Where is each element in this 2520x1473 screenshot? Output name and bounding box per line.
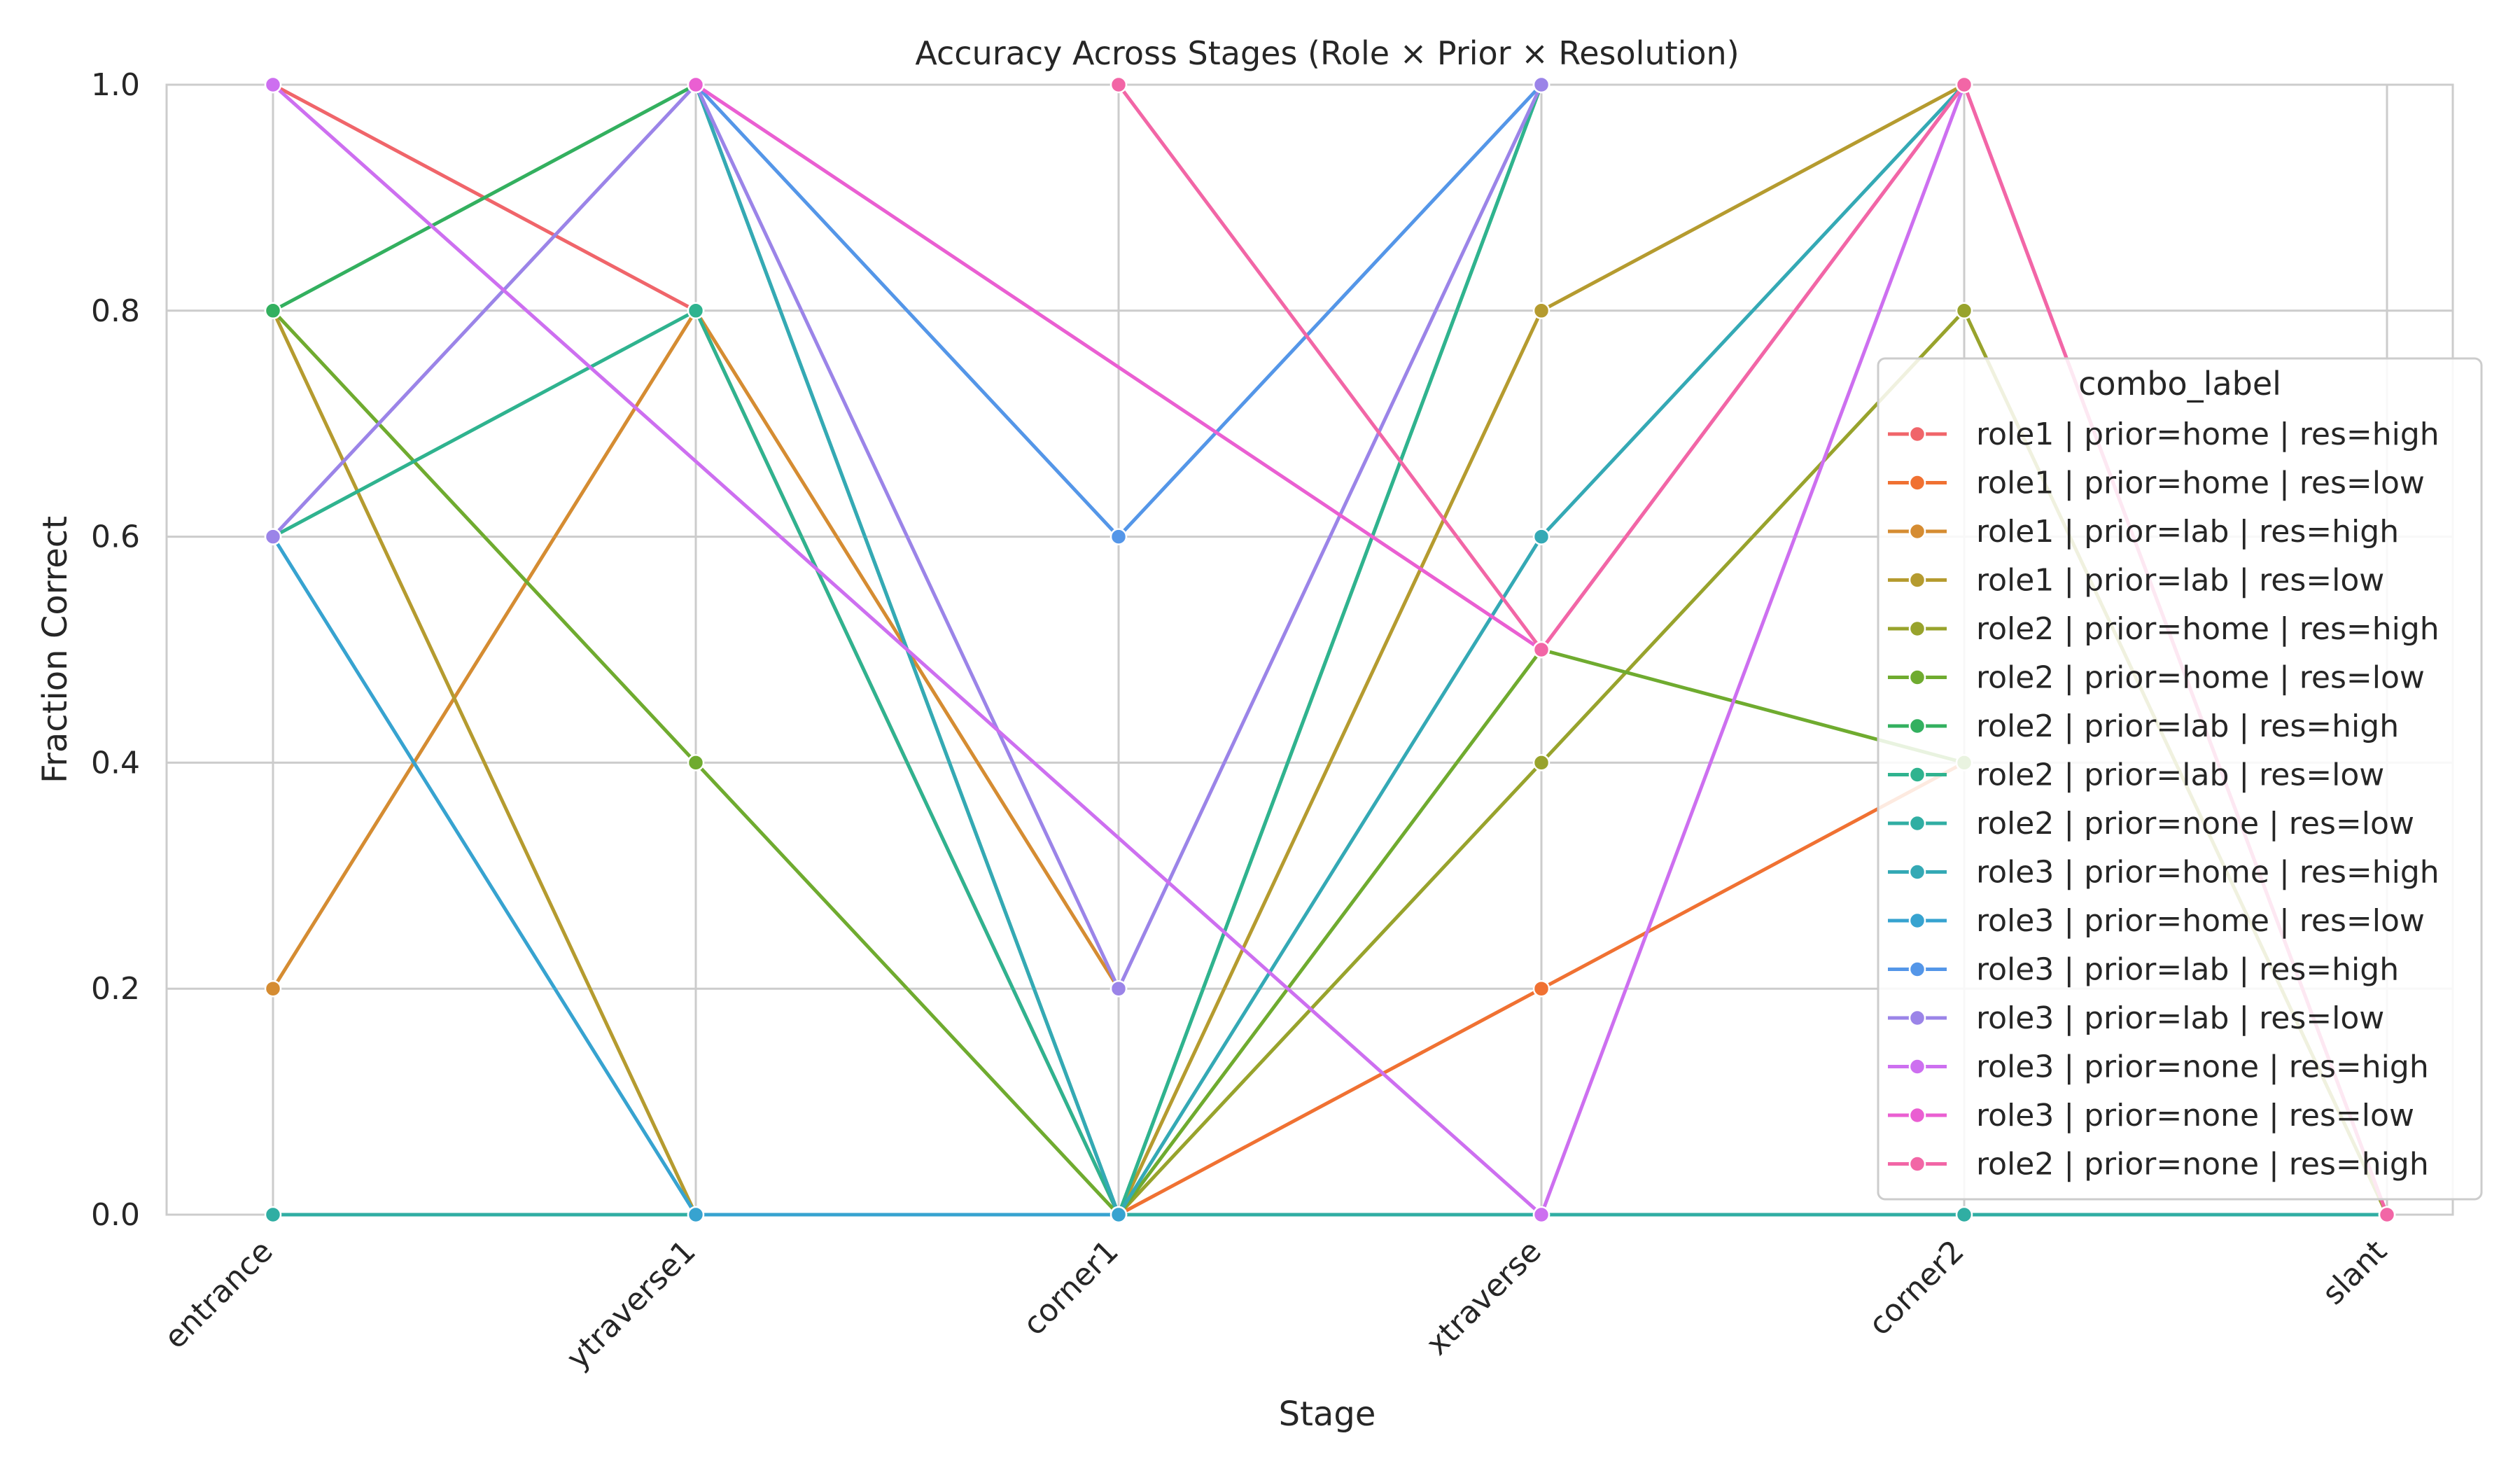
legend-swatch-marker	[1908, 1155, 1926, 1173]
legend: combo_label role1 | prior=home | res=hig…	[1877, 357, 2483, 1201]
data-point	[264, 979, 282, 998]
data-point	[687, 1206, 705, 1224]
data-point	[1110, 979, 1128, 998]
legend-item: role3 | prior=home | res=low	[1888, 903, 2425, 939]
legend-item: role3 | prior=none | res=low	[1888, 1098, 2414, 1133]
chart-title: Accuracy Across Stages (Role × Prior × R…	[915, 34, 1739, 72]
legend-label: role3 | prior=lab | res=high	[1976, 952, 2399, 988]
legend-label: role3 | prior=home | res=low	[1976, 903, 2425, 939]
legend-item: role3 | prior=home | res=high	[1888, 855, 2440, 891]
legend-item: role3 | prior=lab | res=high	[1888, 952, 2399, 988]
legend-swatch-marker	[1908, 912, 1926, 930]
data-point	[1532, 528, 1550, 545]
legend-swatch-marker	[1908, 474, 1926, 491]
y-tick-label: 0.6	[91, 519, 140, 555]
legend-swatch-marker	[1908, 522, 1926, 540]
legend-label: role1 | prior=lab | res=high	[1976, 514, 2399, 550]
data-point	[1110, 1206, 1128, 1224]
legend-title: combo_label	[2078, 365, 2281, 403]
series-line	[272, 84, 1544, 1217]
data-point	[1955, 302, 1973, 320]
legend-swatch-marker	[1908, 863, 1926, 881]
data-point	[264, 76, 282, 94]
legend-label: role1 | prior=home | res=high	[1976, 417, 2440, 452]
legend-item: role2 | prior=home | res=high	[1888, 611, 2440, 647]
legend-swatch-marker	[1908, 620, 1926, 638]
series-layer	[264, 76, 2396, 1224]
data-point	[687, 302, 705, 320]
legend-label: role1 | prior=lab | res=low	[1976, 563, 2384, 599]
legend-item: role3 | prior=none | res=high	[1888, 1049, 2429, 1085]
legend-swatch-marker	[1908, 425, 1926, 443]
legend-item: role1 | prior=home | res=high	[1888, 417, 2440, 452]
legend-items: role1 | prior=home | res=high role1 | pri…	[1888, 417, 2440, 1182]
data-point	[1955, 1206, 1973, 1224]
legend-label: role2 | prior=lab | res=low	[1976, 758, 2384, 793]
data-point	[2378, 1206, 2396, 1224]
data-point	[264, 528, 282, 545]
data-point	[1532, 1206, 1550, 1224]
legend-swatch-marker	[1908, 814, 1926, 832]
legend-item: role1 | prior=lab | res=high	[1888, 514, 2399, 550]
legend-swatch-marker	[1908, 766, 1926, 783]
legend-box	[1877, 357, 2483, 1201]
legend-swatch-marker	[1908, 961, 1926, 978]
data-point	[264, 302, 282, 320]
legend-item: role3 | prior=lab | res=low	[1888, 1000, 2384, 1036]
legend-label: role2 | prior=none | res=high	[1976, 1147, 2429, 1182]
legend-item: role2 | prior=home | res=low	[1888, 660, 2425, 696]
legend-label: role2 | prior=none | res=low	[1976, 806, 2414, 842]
legend-item: role2 | prior=none | res=high	[1888, 1147, 2429, 1182]
data-point	[1110, 528, 1128, 545]
y-tick-label: 0.4	[91, 745, 140, 781]
legend-label: role2 | prior=home | res=high	[1976, 611, 2440, 647]
legend-label: role3 | prior=none | res=high	[1976, 1049, 2429, 1085]
legend-swatch-marker	[1908, 669, 1926, 686]
legend-label: role3 | prior=home | res=high	[1976, 855, 2440, 891]
y-tick-label: 0.0	[91, 1197, 140, 1233]
series-line	[272, 83, 1544, 991]
data-point	[1532, 979, 1550, 998]
y-tick-label: 0.8	[91, 293, 140, 329]
legend-label: role2 | prior=home | res=low	[1976, 660, 2425, 696]
legend-item: role1 | prior=home | res=low	[1888, 466, 2425, 501]
legend-label: role3 | prior=lab | res=low	[1976, 1000, 2384, 1036]
legend-item: role2 | prior=lab | res=low	[1888, 758, 2384, 793]
data-point	[1110, 76, 1128, 94]
legend-swatch-marker	[1908, 571, 1926, 589]
legend-swatch-marker	[1908, 1058, 1926, 1075]
legend-swatch-marker	[1908, 1106, 1926, 1124]
data-point	[1532, 641, 1550, 659]
y-tick-label: 0.2	[91, 971, 140, 1007]
data-point	[1532, 76, 1550, 94]
y-tick-label: 1.0	[91, 67, 140, 103]
legend-item: role2 | prior=none | res=low	[1888, 806, 2414, 842]
legend-label: role3 | prior=none | res=low	[1976, 1098, 2414, 1133]
legend-item: role2 | prior=lab | res=high	[1888, 708, 2399, 744]
legend-swatch-marker	[1908, 1009, 1926, 1027]
data-point	[1955, 76, 1973, 94]
data-point	[687, 76, 705, 94]
legend-item: role1 | prior=lab | res=low	[1888, 563, 2384, 599]
legend-label: role2 | prior=lab | res=high	[1976, 708, 2399, 744]
data-point	[1532, 754, 1550, 772]
data-point	[264, 1206, 282, 1224]
y-axis-label: Fraction Correct	[36, 516, 75, 783]
x-axis-label: Stage	[1279, 1395, 1376, 1434]
data-point	[687, 754, 705, 772]
legend-label: role1 | prior=home | res=low	[1976, 466, 2425, 501]
legend-swatch-marker	[1908, 717, 1926, 735]
data-point	[1532, 302, 1550, 320]
